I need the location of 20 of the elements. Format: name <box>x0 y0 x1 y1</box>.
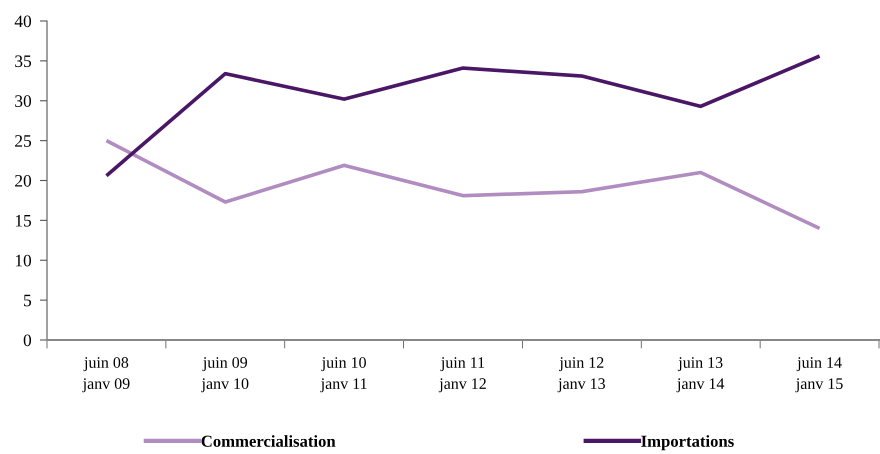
x-tick-label: juin 10 janv 11 <box>320 357 367 392</box>
y-tick-label: 0 <box>24 334 32 346</box>
y-tick-label: 20 <box>15 174 32 187</box>
line-series <box>104 138 822 230</box>
x-tick-label: juin 08 janv 09 <box>82 357 130 392</box>
y-tick-label: 35 <box>15 55 32 68</box>
y-tick-label: 10 <box>16 254 32 266</box>
x-tick-label: juin 11 janv 12 <box>438 357 486 392</box>
y-tick-label: 25 <box>15 135 32 147</box>
y-tick-label: 15 <box>16 214 32 227</box>
x-tick-label: juin 14 janv 15 <box>795 357 843 392</box>
y-tick-label: 30 <box>15 95 32 107</box>
x-tick-label: juin 12 janv 13 <box>558 357 605 392</box>
legend-label: Commercialisation <box>202 435 336 447</box>
x-tick-label: juin 09 janv 10 <box>201 357 248 392</box>
y-tick-label: 5 <box>24 294 32 306</box>
x-tick-label: juin 13 janv 14 <box>676 357 724 392</box>
y-tick-label: 40 <box>14 15 32 28</box>
line-series <box>104 54 822 178</box>
legend-label: Importations <box>641 435 734 450</box>
